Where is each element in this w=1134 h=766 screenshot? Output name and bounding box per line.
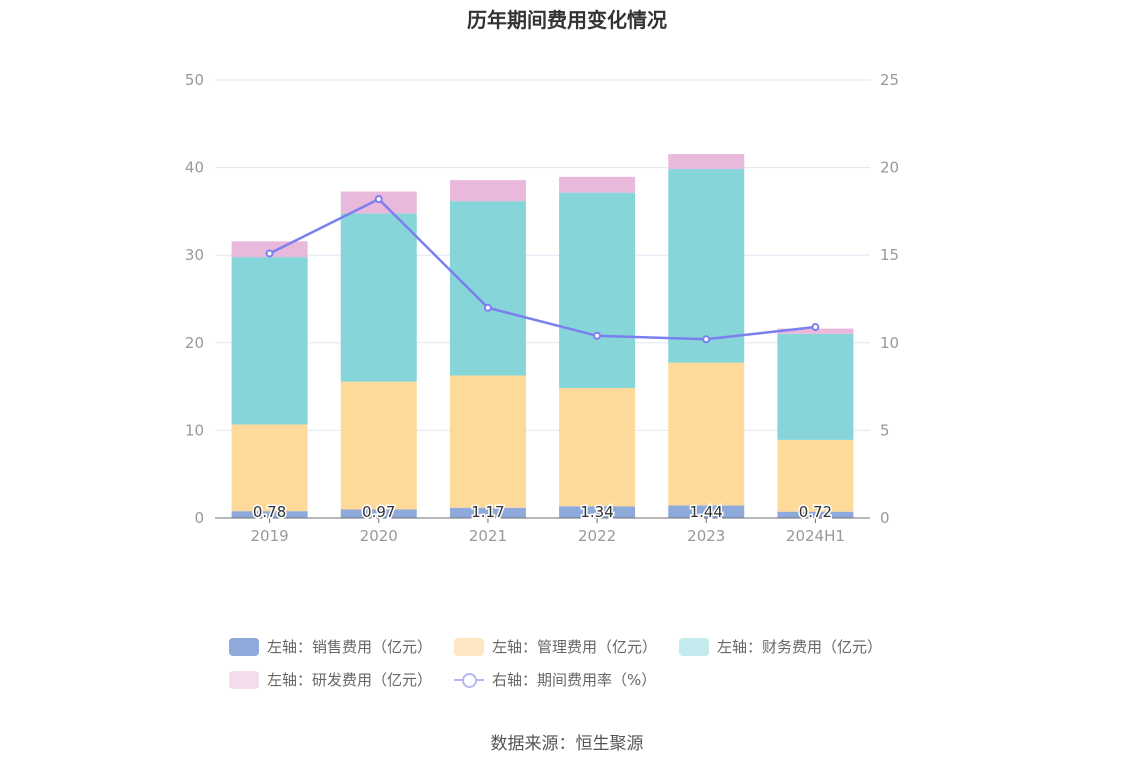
left-axis-tick-label: 20 [185,334,204,352]
bar-segment-sales [340,509,417,518]
bar-segment-sales [777,511,854,518]
bar-segment-finance [668,169,745,363]
x-axis-tick-label: 2023 [687,527,725,545]
data-source-note: 数据来源：恒生聚源 [490,734,644,754]
bar-segment-sales [668,505,745,518]
chart-title: 历年期间费用变化情况 [467,8,667,32]
left-axis-tick-label: 50 [185,71,204,89]
bar-segment-finance [340,213,417,382]
expense-ratio-point [702,335,711,344]
data-label: 1.44 [690,503,723,521]
data-label: 0.72 [799,503,832,521]
expense-ratio-point [811,323,820,332]
data-label: 0.97 [362,503,395,521]
right-axis-tick-label: 5 [880,421,890,439]
legend-item-sales[interactable]: 左轴：销售费用（亿元） [229,636,432,657]
legend-swatch-rnd [229,670,259,689]
bar-segment-admin [231,424,308,512]
left-axis-tick-label: 40 [185,159,204,177]
legend-label-expense-ratio: 右轴：期间费用率（%） [492,671,657,689]
expense-ratio-line [269,197,816,341]
x-axis-tick-label: 2021 [469,527,507,545]
bar-segment-rnd [668,154,745,170]
legend-line-marker-icon [454,671,485,689]
bar-segment-admin [559,388,636,507]
legend-label-rnd: 左轴：研发费用（亿元） [267,671,433,689]
bar-segment-finance [231,257,308,425]
legend-item-finance[interactable]: 左轴：财务费用（亿元） [679,636,882,657]
legend: 左轴：销售费用（亿元） 左轴：管理费用（亿元） 左轴：财务费用（亿元） 左轴：研… [229,630,929,696]
left-axis-tick-label: 30 [185,246,204,264]
left-axis-tick-label: 0 [194,509,204,527]
bar-segment-finance [777,333,854,440]
x-axis-tick-label: 2020 [360,527,398,545]
legend-item-expense-ratio[interactable]: 右轴：期间费用率（%） [454,669,656,690]
expense-ratio-point [374,195,383,204]
bar-segment-finance [559,192,636,389]
legend-item-rnd[interactable]: 左轴：研发费用（亿元） [229,669,432,690]
legend-swatch-finance [679,637,710,656]
bar-segment-admin [340,381,417,510]
left-axis-tick-label: 10 [185,421,204,439]
legend-label-finance: 左轴：财务费用（亿元） [717,638,883,656]
legend-row-2: 左轴：研发费用（亿元） 右轴：期间费用率（%） [229,663,929,696]
right-axis-tick-label: 20 [880,159,899,177]
bar-segment-sales [231,511,308,518]
legend-label-sales: 左轴：销售费用（亿元） [267,638,433,656]
x-axis-tick-label: 2022 [578,527,616,545]
bar-segment-sales [449,507,526,518]
expense-ratio-point [265,249,274,258]
data-label: 1.34 [580,503,613,521]
legend-item-admin[interactable]: 左轴：管理费用（亿元） [454,636,657,657]
expense-ratio-point [483,303,492,312]
legend-label-admin: 左轴：管理费用（亿元） [492,638,658,656]
bar-segment-rnd [559,176,636,193]
right-axis-tick-label: 0 [880,509,890,527]
bar-segment-finance [449,201,526,376]
x-axis-tick-label: 2019 [250,527,288,545]
data-label: 0.78 [253,503,286,521]
bar-segment-sales [559,506,636,518]
bar-segment-admin [668,362,745,506]
right-axis-tick-label: 15 [880,246,899,264]
legend-swatch-admin [454,637,485,656]
right-axis-tick-label: 25 [880,71,899,89]
legend-swatch-sales [229,637,259,656]
bar-segment-rnd [449,180,526,202]
bar-segment-rnd [777,328,854,334]
x-axis-tick-label: 2024H1 [786,527,845,545]
data-label: 1.17 [471,503,504,521]
legend-row-1: 左轴：销售费用（亿元） 左轴：管理费用（亿元） 左轴：财务费用（亿元） [229,630,929,663]
expense-ratio-point [593,331,602,340]
right-axis-tick-label: 10 [880,334,899,352]
bar-segment-admin [449,375,526,508]
bar-segment-admin [777,439,854,512]
